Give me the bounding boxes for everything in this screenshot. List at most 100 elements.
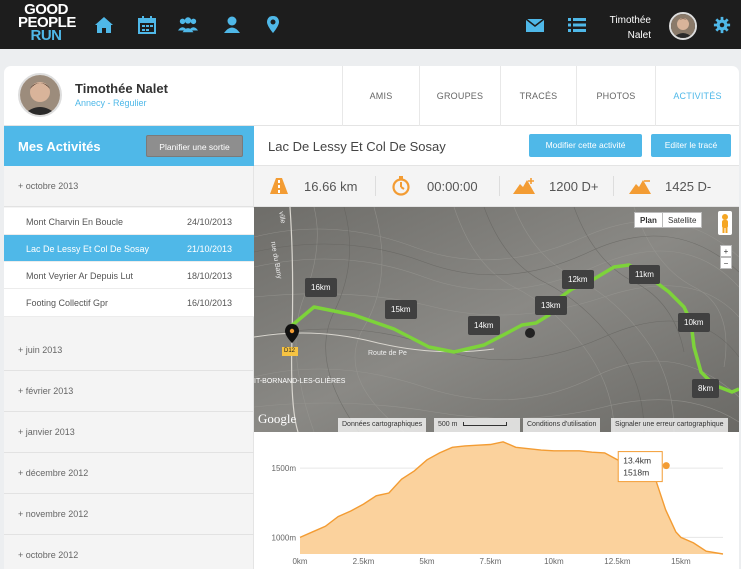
map-satellite-button[interactable]: Satellite <box>662 212 703 228</box>
profile-subtitle[interactable]: Annecy - Régulier <box>75 98 147 108</box>
km-marker[interactable]: 15km <box>385 300 417 319</box>
place-label: IT-BORNAND-LES-GLIÈRES <box>254 378 346 385</box>
logo[interactable]: GOOD PEOPLE RUN <box>18 1 76 44</box>
km-marker[interactable]: 16km <box>305 278 337 297</box>
distance-value: 16.66 km <box>304 179 358 194</box>
km-marker[interactable]: 14km <box>468 316 500 335</box>
stat-divider <box>375 176 376 196</box>
stat-divider <box>613 176 614 196</box>
tab-amis[interactable]: AMIS <box>342 66 419 126</box>
location-pin-icon[interactable] <box>263 16 283 34</box>
tab-photos[interactable]: PHOTOS <box>576 66 655 126</box>
mail-icon[interactable] <box>525 16 545 34</box>
edit-activity-button[interactable]: Modifier cette activité <box>529 134 642 157</box>
stat-divider <box>499 176 500 196</box>
logo-line-run: RUN <box>30 27 63 44</box>
descent-value: 1425 D- <box>665 179 712 194</box>
tooltip-x-label: 13.4km <box>623 456 651 466</box>
map-scale-label: 500 m <box>438 421 458 428</box>
group-icon[interactable] <box>178 16 198 34</box>
top-user-name[interactable]: Timothée Nalet <box>610 13 651 43</box>
activity-date: 16/10/2013 <box>186 298 232 308</box>
plan-outing-button[interactable]: Planifier une sortie <box>146 135 243 157</box>
map-scale: 500 m <box>434 418 520 432</box>
km-marker[interactable]: 13km <box>535 296 567 315</box>
activity-item-selected[interactable]: Lac De Lessy Et Col De Sosay 21/10/2013 <box>4 235 262 262</box>
activity-name: Mont Veyrier Ar Depuis Lut <box>26 271 134 281</box>
activity-date: 21/10/2013 <box>186 244 232 254</box>
profile-header: Timothée Nalet Annecy - Régulier AMIS GR… <box>4 66 739 126</box>
month-group-jun-2013[interactable]: + juin 2013 <box>4 330 254 371</box>
elevation-svg: 1000m 1500m 0km 2.5km 5km 7.5km 10km 12.5km 15k… <box>272 441 724 566</box>
top-bar: GOOD PEOPLE RUN Timothée Nalet <box>0 0 741 49</box>
elevation-chart[interactable]: 1000m 1500m 0km 2.5km 5km 7.5km 10km 12.5km 15k… <box>254 432 739 569</box>
scale-bar <box>463 422 508 426</box>
home-icon[interactable] <box>94 16 114 34</box>
avatar[interactable] <box>669 12 697 40</box>
stopwatch-icon <box>392 176 410 196</box>
month-group-nov-2012[interactable]: + novembre 2012 <box>4 494 254 535</box>
map-report-link[interactable]: Signaler une erreur cartographique <box>611 418 728 432</box>
ascent-value: 1200 D+ <box>549 179 599 194</box>
road-icon <box>270 178 288 194</box>
calendar-icon[interactable] <box>137 16 157 34</box>
gear-icon[interactable] <box>712 16 732 34</box>
route-map[interactable]: D12 Route de Pe IT-BORNAND-LES-GLIÈRES r… <box>254 207 739 432</box>
top-user-first: Timothée <box>609 15 651 26</box>
month-group-dec-2012[interactable]: + décembre 2012 <box>4 453 254 494</box>
map-plan-button[interactable]: Plan <box>634 212 663 228</box>
sidebar-header: Mes Activités Planifier une sortie <box>4 126 254 166</box>
activity-name: Lac De Lessy Et Col De Sosay <box>26 244 150 254</box>
activity-item[interactable]: Mont Veyrier Ar Depuis Lut 18/10/2013 <box>4 262 254 289</box>
logo-line-people: PEOPLE <box>18 14 76 31</box>
activity-date: 18/10/2013 <box>186 271 232 281</box>
x-tick-label: 12.5km <box>604 557 631 566</box>
edit-trace-button[interactable]: Editer le tracé <box>651 134 731 157</box>
ascent-icon <box>513 178 535 194</box>
zoom-in-button[interactable]: + <box>720 245 732 257</box>
road-label: Route de Pe <box>368 350 407 357</box>
tab-activites[interactable]: ACTIVITÉS <box>655 66 739 126</box>
tab-groupes[interactable]: GROUPES <box>419 66 500 126</box>
map-data-attribution[interactable]: Données cartographiques <box>338 418 427 432</box>
tooltip-box <box>617 451 663 483</box>
x-tick-label: 2.5km <box>353 557 375 566</box>
profile-avatar[interactable] <box>18 73 62 117</box>
profile-tabs: AMIS GROUPES TRACÉS PHOTOS ACTIVITÉS <box>342 66 739 126</box>
top-user-last: Nalet <box>627 30 651 41</box>
user-icon[interactable] <box>222 16 242 34</box>
activity-item[interactable]: Footing Collectif Gpr 16/10/2013 <box>4 289 254 317</box>
activity-item[interactable]: Mont Charvin En Boucle 24/10/2013 <box>4 208 254 235</box>
x-tick-label: 0km <box>292 557 307 566</box>
zoom-out-button[interactable]: − <box>720 257 732 269</box>
month-group-oct-2012[interactable]: + octobre 2012 <box>4 535 254 569</box>
activity-date: 24/10/2013 <box>186 217 232 227</box>
elevation-area <box>300 441 723 554</box>
map-terms-link[interactable]: Conditions d'utilisation <box>523 418 601 432</box>
km-marker[interactable]: 12km <box>562 270 594 289</box>
month-group-jan-2013[interactable]: + janvier 2013 <box>4 412 254 453</box>
activity-name: Footing Collectif Gpr <box>26 298 109 308</box>
road-marker: D12 <box>284 348 296 354</box>
street-view-pegman-icon[interactable] <box>718 211 732 235</box>
x-tick-label: 10km <box>544 557 564 566</box>
x-tick-label: 7.5km <box>480 557 502 566</box>
month-group-feb-2013[interactable]: + février 2013 <box>4 371 254 412</box>
km-marker[interactable]: 11km <box>629 265 660 284</box>
descent-icon <box>629 180 651 194</box>
profile-card: Timothée Nalet Annecy - Régulier AMIS GR… <box>4 66 739 569</box>
elevation-tooltip: 13.4km 1518m <box>617 451 670 483</box>
sidebar-title: Mes Activités <box>18 139 101 154</box>
logo-line-good: GOOD <box>24 1 68 18</box>
km-marker[interactable]: 8km <box>692 379 720 398</box>
tooltip-point <box>662 462 670 470</box>
list-icon[interactable] <box>567 16 587 34</box>
duration-value: 00:00:00 <box>427 179 478 194</box>
activity-header: Lac De Lessy Et Col De Sosay Modifier ce… <box>254 126 739 166</box>
activity-title: Lac De Lessy Et Col De Sosay <box>268 139 446 154</box>
month-group-oct-2013[interactable]: + octobre 2013 <box>4 166 254 207</box>
km-marker[interactable]: 10km <box>678 313 710 332</box>
y-tick-label: 1000m <box>272 533 297 542</box>
start-marker-icon <box>285 324 299 343</box>
tab-traces[interactable]: TRACÉS <box>500 66 576 126</box>
